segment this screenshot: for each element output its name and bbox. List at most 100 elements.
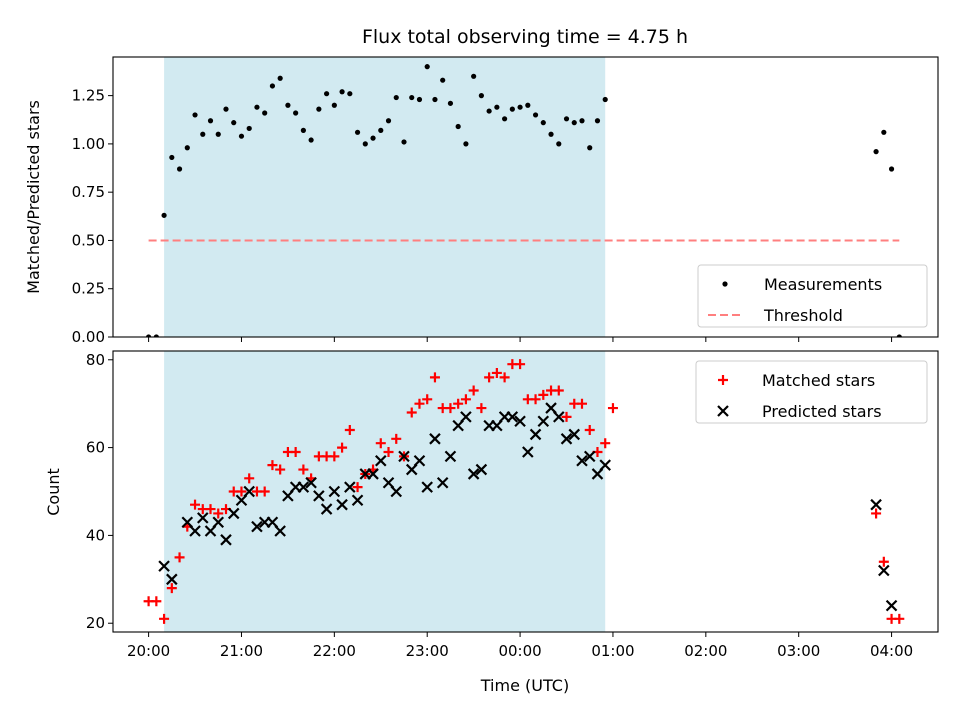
matched-stars-point (329, 451, 340, 462)
bottom-y-axis-label: Count (44, 468, 63, 516)
x-tick-label: 02:00 (684, 642, 727, 660)
plot-area (143, 359, 905, 624)
measurements-point (269, 83, 276, 89)
predicted-stars-point (251, 520, 263, 533)
observing-span (164, 57, 606, 337)
measurements-point (455, 123, 461, 130)
measurements-point (525, 102, 531, 108)
predicted-stars-point (297, 481, 310, 493)
measurements-point (176, 166, 183, 172)
measurements-point (231, 120, 237, 126)
y-tick-label: 20 (86, 614, 105, 632)
matched-stars-point (414, 398, 425, 409)
matched-stars-point (244, 473, 255, 484)
predicted-stars-point (328, 485, 341, 498)
predicted-stars-point (189, 525, 201, 537)
matched-stars-point (491, 367, 502, 378)
predicted-stars-point (870, 498, 882, 511)
matched-stars-point (275, 464, 286, 475)
y-tick-label: 40 (86, 526, 105, 544)
measurements-point (440, 77, 446, 83)
measurements-point (494, 104, 500, 110)
matched-stars-point (151, 596, 162, 607)
y-tick-label: 0.00 (72, 328, 105, 346)
x-ticks: 20:00 21:00 22:00 23:00 00:00 01:00 02:00 03:00… (127, 632, 913, 660)
measurements-point (362, 141, 368, 147)
predicted-stars-point (158, 560, 170, 572)
y-ticks: 0.00 0.25 0.50 0.75 1.00 1.25 (72, 87, 113, 346)
measurements-point (277, 75, 283, 81)
matched-stars-point (871, 508, 882, 519)
measurements-point (540, 120, 546, 126)
matched-stars-point (445, 403, 456, 414)
measurements-point (285, 102, 291, 108)
matched-stars-point (174, 552, 185, 563)
measurements-point (873, 149, 879, 155)
measurements-point (184, 145, 190, 151)
measurements-point (385, 118, 392, 124)
measurements-point (556, 141, 562, 147)
measurements-point (471, 73, 477, 79)
matched-stars-point (515, 359, 526, 370)
matched-stars-point (468, 385, 479, 396)
predicted-stars-point (274, 525, 286, 537)
x-tick-label: 00:00 (498, 642, 541, 660)
measurements-point (246, 125, 252, 132)
measurements-point (169, 154, 175, 161)
y-tick-label: 1.00 (72, 135, 105, 153)
matched-stars-point (298, 464, 309, 475)
predicted-stars-point (475, 463, 488, 476)
measurements-point (517, 104, 523, 110)
predicted-stars-point (885, 599, 898, 612)
legend-matched-stars-label: Matched stars (762, 371, 875, 390)
legend-threshold-label: Threshold (763, 306, 843, 325)
predicted-stars-point (878, 564, 890, 577)
matched-stars-point (499, 372, 510, 383)
predicted-stars-point (166, 573, 178, 586)
matched-stars-point (538, 389, 549, 400)
matched-stars-point (894, 613, 905, 624)
measurements-point (153, 334, 159, 337)
predicted-stars-point (305, 476, 317, 489)
measurements-point (424, 64, 430, 70)
matched-stars-point (190, 499, 201, 510)
measurements-point (571, 120, 577, 126)
predicted-stars-point (429, 433, 441, 445)
y-tick-label: 0.50 (72, 231, 105, 249)
measurements-point (293, 110, 299, 116)
measurements-point (447, 100, 454, 106)
matched-stars-point (205, 504, 216, 515)
predicted-stars-point (506, 411, 519, 423)
measurements-point (347, 91, 353, 97)
measurements-point (316, 106, 322, 112)
predicted-stars-point (212, 516, 225, 529)
matched-stars-point (878, 556, 889, 567)
measurements-point (602, 96, 608, 103)
predicted-stars-point (390, 485, 403, 498)
matched-stars-point (383, 446, 394, 457)
measurements-point (432, 96, 438, 103)
matched-stars-point (476, 403, 487, 414)
x-tick-label: 22:00 (313, 642, 356, 660)
matched-stars-point (213, 508, 224, 519)
measurements-point (324, 91, 330, 97)
legend-box (697, 264, 928, 328)
measurements-point (254, 104, 260, 110)
y-tick-label: 1.25 (72, 87, 105, 105)
matched-stars-point (453, 398, 464, 409)
legend-predicted-stars-marker (717, 405, 729, 417)
matched-stars-point (166, 583, 177, 594)
predicted-stars-point (553, 411, 565, 423)
predicted-stars-point (196, 512, 209, 524)
legend-measurements-marker (722, 281, 728, 287)
plot-area (146, 64, 902, 337)
x-tick-label: 21:00 (220, 642, 263, 660)
measurements-point (881, 129, 887, 135)
predicted-stars-point (467, 468, 480, 480)
predicted-stars-point (398, 450, 410, 463)
predicted-stars-point (460, 411, 472, 423)
matched-stars-point (267, 460, 278, 471)
predicted-stars-point (351, 494, 364, 507)
predicted-stars-point (560, 433, 573, 445)
